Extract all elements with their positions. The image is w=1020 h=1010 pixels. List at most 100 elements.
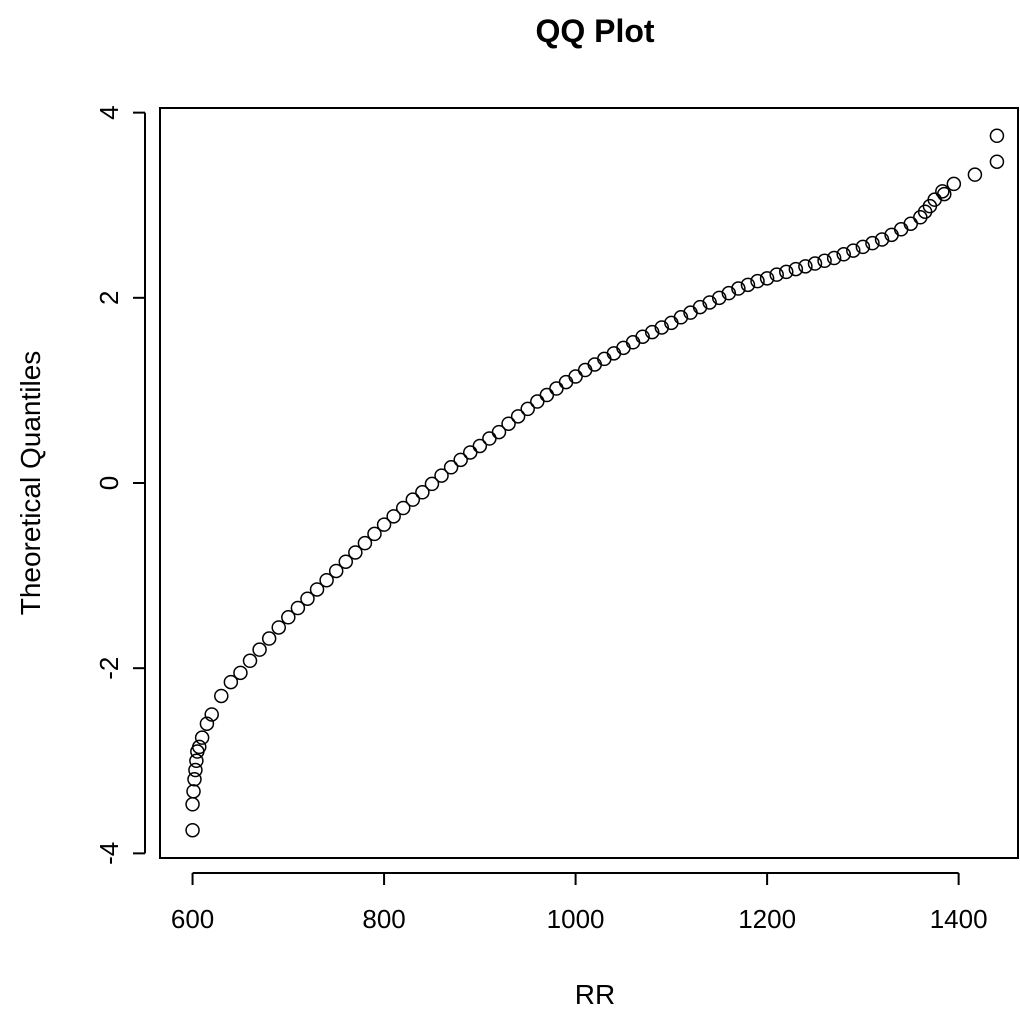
point — [893, 222, 909, 237]
point — [242, 653, 258, 669]
point — [367, 526, 382, 542]
point — [903, 216, 918, 231]
point — [357, 535, 373, 551]
point — [188, 762, 203, 778]
point — [281, 610, 296, 625]
point — [252, 642, 267, 657]
plot-box — [159, 107, 1019, 859]
point — [189, 753, 204, 769]
point — [635, 329, 650, 344]
point — [395, 500, 411, 516]
point — [558, 374, 574, 390]
point — [348, 545, 363, 560]
point — [846, 243, 861, 258]
point — [185, 822, 200, 838]
point — [597, 351, 612, 367]
point — [192, 739, 207, 755]
point — [405, 492, 421, 507]
point — [721, 285, 737, 301]
x-axis-label: RR — [575, 979, 615, 1010]
point — [443, 460, 459, 475]
y-tick-label: 0 — [94, 476, 124, 490]
x-tick-label: 1200 — [738, 904, 796, 934]
point — [817, 253, 832, 269]
point — [309, 582, 325, 597]
point — [587, 357, 602, 372]
point — [606, 346, 622, 361]
point — [731, 281, 746, 296]
point — [788, 261, 804, 277]
point — [826, 250, 842, 266]
point — [702, 295, 717, 310]
point — [935, 184, 950, 199]
y-tick-label: -2 — [94, 657, 124, 680]
point — [510, 409, 526, 424]
point — [673, 310, 689, 325]
point — [967, 167, 983, 182]
point — [855, 239, 871, 255]
point — [223, 674, 239, 690]
point — [453, 452, 468, 468]
point — [625, 335, 641, 350]
point — [577, 362, 593, 378]
point — [194, 730, 210, 745]
x-tick-label: 600 — [171, 904, 214, 934]
x-tick-label: 800 — [362, 904, 405, 934]
point — [424, 476, 440, 492]
point — [482, 431, 497, 446]
point — [300, 591, 315, 606]
point — [463, 445, 478, 460]
point — [233, 665, 248, 681]
point — [946, 176, 962, 192]
point — [491, 424, 507, 440]
point — [472, 438, 488, 454]
point — [874, 232, 890, 247]
point — [520, 401, 535, 417]
point — [654, 320, 670, 335]
chart-title: QQ Plot — [535, 13, 654, 49]
point — [865, 235, 880, 251]
point — [692, 299, 708, 315]
point — [319, 572, 334, 588]
point — [989, 154, 1005, 169]
y-tick-label: 2 — [94, 291, 124, 305]
point — [186, 784, 201, 799]
point — [750, 273, 765, 289]
point — [204, 707, 219, 722]
point — [434, 468, 449, 483]
point — [376, 517, 392, 532]
point — [290, 600, 306, 616]
point — [214, 688, 229, 704]
point — [759, 271, 775, 286]
point — [937, 186, 952, 202]
point — [711, 290, 727, 306]
x-tick-label: 1000 — [547, 904, 605, 934]
point — [913, 210, 928, 225]
point — [917, 204, 933, 219]
point — [769, 267, 784, 282]
x-tick-label: 1400 — [930, 904, 988, 934]
point — [501, 416, 516, 431]
point — [644, 324, 660, 340]
y-tick-label: -4 — [94, 842, 124, 865]
y-axis-label: Theoretical Quantiles — [15, 351, 46, 616]
point — [328, 563, 344, 579]
point — [616, 340, 631, 356]
point — [261, 631, 277, 646]
point — [539, 387, 555, 403]
point — [530, 394, 545, 409]
point — [415, 485, 430, 500]
point — [807, 256, 823, 271]
point — [798, 259, 813, 274]
point — [836, 247, 851, 262]
point — [386, 509, 401, 524]
point — [989, 128, 1005, 144]
point — [187, 772, 202, 787]
point — [549, 381, 564, 396]
y-tick-label: 4 — [94, 105, 124, 119]
point — [568, 369, 583, 384]
point — [740, 277, 756, 293]
point — [199, 716, 215, 731]
point — [185, 797, 200, 812]
